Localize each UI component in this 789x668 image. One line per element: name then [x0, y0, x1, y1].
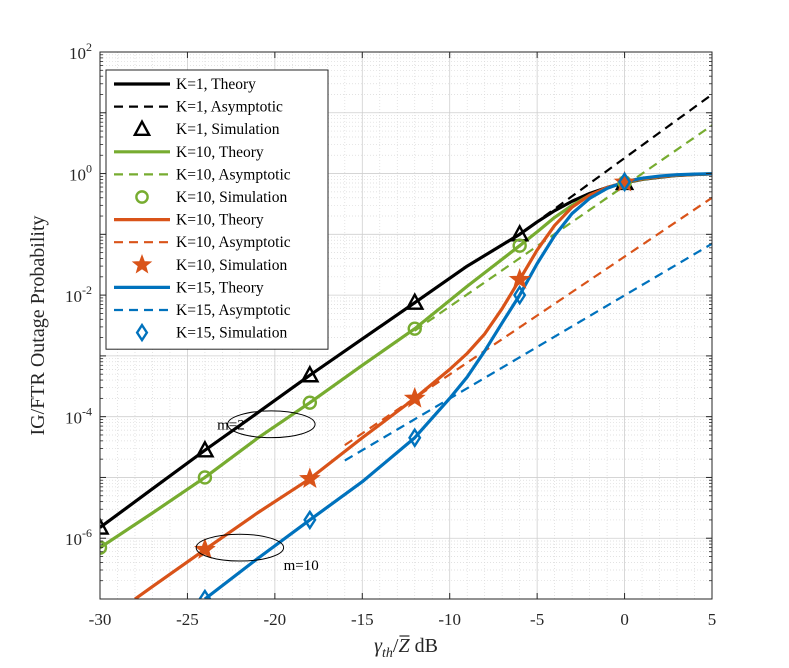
legend-entry-label: K=1, Theory — [176, 76, 256, 93]
x-tick-label: -20 — [264, 610, 287, 629]
series-marker-star — [298, 467, 321, 489]
x-label-zbar: Z — [398, 635, 410, 657]
y-tick-label: 102 — [69, 40, 92, 63]
x-tick-label: -25 — [176, 610, 199, 629]
x-axis-label: γth/Z dB — [374, 635, 438, 661]
x-tick-label: -30 — [89, 610, 112, 629]
legend-marker — [132, 119, 152, 137]
series-marker-triangle — [405, 292, 425, 310]
series-marker-star — [194, 538, 216, 559]
x-tick-label: -5 — [530, 610, 544, 629]
x-tick-label: -10 — [438, 610, 461, 629]
legend-box — [105, 69, 329, 350]
x-tick-label: -15 — [351, 610, 374, 629]
series-line-theory-9 — [203, 172, 712, 599]
y-tick-label: 10-2 — [65, 283, 92, 306]
x-label-gamma: γ — [374, 635, 383, 657]
legend-entry-label: K=10, Theory — [176, 144, 264, 161]
series-marker-diamond — [408, 427, 422, 448]
y-tick-base: 10 — [65, 287, 82, 306]
series-line-asymptotic-4 — [414, 124, 712, 332]
legend-marker — [131, 254, 153, 274]
series-line-asymptotic-7 — [344, 196, 712, 447]
series-marker-circle — [407, 321, 422, 336]
y-tick-exponent: 0 — [86, 162, 92, 176]
legend-entry-label: K=10, Simulation — [176, 189, 287, 206]
y-tick-exponent: -2 — [82, 283, 92, 297]
series-line-asymptotic-10 — [344, 242, 712, 462]
legend-entry-label: K=1, Asymptotic — [176, 99, 283, 116]
series-line-asymptotic-1 — [519, 93, 712, 236]
series-marker-circle — [512, 238, 527, 253]
legend-entry-label: K=10, Asymptotic — [176, 234, 291, 251]
series-marker-diamond — [513, 284, 527, 306]
annotation-ellipse — [227, 410, 316, 439]
series-marker-triangle — [300, 364, 320, 383]
y-tick-label: 10-4 — [65, 405, 92, 428]
annotation-label: m=2 — [217, 417, 245, 433]
x-label-unit: dB — [410, 635, 438, 657]
legend-entry-label: K=15, Asymptotic — [176, 302, 291, 319]
y-tick-base: 10 — [69, 166, 86, 185]
series-marker-circle — [197, 470, 213, 485]
series-layer — [100, 93, 712, 599]
annotation-label: m=10 — [284, 558, 319, 574]
x-label-sub: th — [382, 646, 393, 661]
y-tick-base: 10 — [65, 409, 82, 428]
series-marker-circle — [100, 540, 108, 555]
x-tick-label: 0 — [620, 610, 629, 629]
series-marker-star — [613, 170, 636, 192]
y-tick-exponent: 2 — [86, 40, 92, 54]
annotation-ellipse — [195, 533, 285, 562]
legend-marker — [135, 190, 149, 204]
series-marker-diamond — [617, 171, 632, 193]
y-tick-base: 10 — [69, 44, 86, 63]
legend-marker — [135, 322, 149, 343]
series-marker-triangle — [195, 439, 215, 458]
legend-entry-label: K=15, Simulation — [176, 325, 287, 342]
annotation-layer: m=2 m=10 — [195, 410, 319, 574]
legend-entry-label: K=1, Simulation — [176, 121, 280, 138]
x-tick-label: 5 — [708, 610, 717, 629]
plot-frame — [99, 51, 713, 600]
series-marker-diamond — [198, 588, 212, 599]
series-marker-circle — [302, 395, 318, 410]
series-marker-diamond — [303, 509, 317, 531]
series-marker-star — [508, 268, 531, 289]
legend-entry-label: K=15, Theory — [176, 279, 264, 296]
y-tick-base: 10 — [65, 530, 82, 549]
y-axis-label: IG/FTR Outage Probability — [27, 216, 49, 436]
y-tick-label: 100 — [69, 162, 92, 185]
series-marker-star — [403, 386, 426, 408]
legend-entry-label: K=10, Asymptotic — [176, 166, 291, 183]
legend: K=1, Theory K=1, Asymptotic K=1, Simulatio… — [105, 69, 329, 350]
series-marker-triangle — [100, 517, 110, 535]
x-label-slash: / — [393, 635, 399, 657]
y-tick-exponent: -6 — [82, 526, 92, 540]
y-tick-label: 10-6 — [65, 526, 92, 549]
legend-entry-label: K=10, Simulation — [176, 257, 287, 274]
y-tick-exponent: -4 — [82, 405, 92, 419]
legend-entry-label: K=10, Theory — [176, 212, 264, 229]
